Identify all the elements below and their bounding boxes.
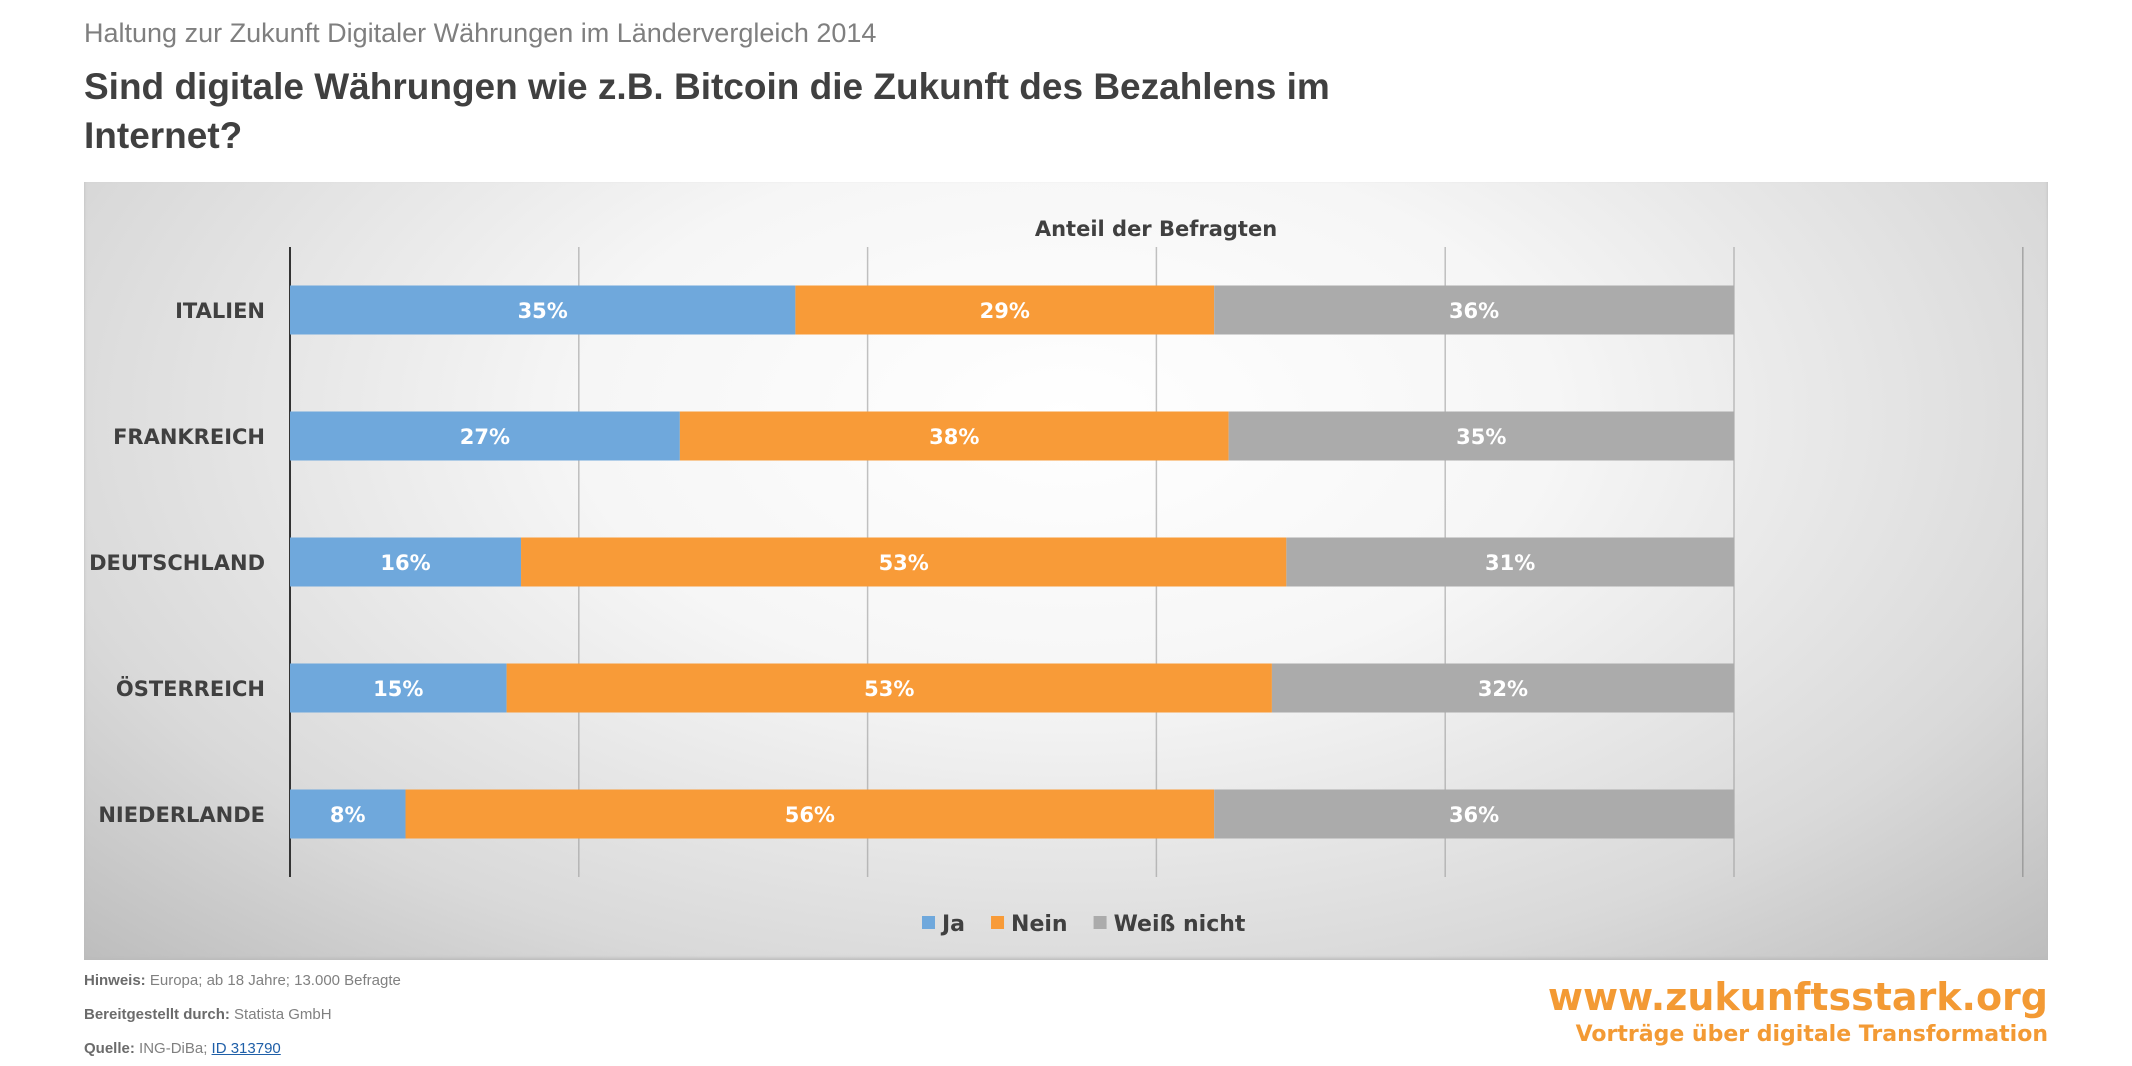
category-label: ITALIEN — [175, 299, 265, 323]
bar-segment — [290, 537, 522, 587]
logo-tagline: Vorträge über digitale Transformation — [1575, 1022, 2048, 1047]
data-label: 16% — [380, 551, 430, 575]
source-text: ING-DiBa; — [139, 1040, 208, 1057]
bar-segment — [1214, 789, 1734, 839]
data-label: 36% — [1449, 299, 1499, 323]
data-label: 53% — [879, 551, 929, 575]
legend-item: Nein — [1011, 912, 1068, 937]
source-line: Quelle: ING-DiBa; ID 313790 — [84, 1040, 281, 1057]
bar-segment — [795, 285, 1215, 335]
legend-item: Weiß nicht — [1114, 912, 1246, 937]
category-label: NIEDERLANDE — [98, 803, 265, 827]
category-label: DEUTSCHLAND — [89, 551, 265, 575]
legend-swatch — [922, 916, 935, 929]
bar-segment — [290, 663, 507, 713]
bar-segment — [405, 789, 1215, 839]
provided-line: Bereitgestellt durch: Statista GmbH — [84, 1006, 332, 1023]
bar-segment — [506, 663, 1272, 713]
data-label: 31% — [1485, 551, 1535, 575]
data-label: 56% — [785, 803, 835, 827]
page-title: Sind digitale Währungen wie z.B. Bitcoin… — [84, 66, 1330, 156]
bar-segment — [521, 537, 1287, 587]
provided-text: Statista GmbH — [234, 1006, 332, 1023]
data-label: 32% — [1478, 677, 1528, 701]
data-label: 27% — [460, 425, 510, 449]
chart-title: Anteil der Befragten — [1035, 217, 1277, 241]
data-label: 15% — [373, 677, 423, 701]
logo-url[interactable]: www.zukunftsstark.org — [1547, 975, 2048, 1019]
data-label: 29% — [980, 299, 1030, 323]
data-label: 35% — [1456, 425, 1506, 449]
data-label: 38% — [929, 425, 979, 449]
bar-segment — [1271, 663, 1734, 713]
data-label: 35% — [518, 299, 568, 323]
note-text: Europa; ab 18 Jahre; 13.000 Befragte — [149, 972, 401, 989]
bar-segment — [679, 411, 1229, 461]
chart-subtitle: Haltung zur Zukunft Digitaler Währungen … — [84, 18, 877, 48]
bar-segment — [1228, 411, 1734, 461]
category-label: ÖSTERREICH — [116, 676, 265, 701]
data-label: 8% — [330, 803, 366, 827]
category-label: FRANKREICH — [113, 425, 265, 449]
bar-segment — [290, 789, 406, 839]
bar-segment — [290, 411, 680, 461]
bar-segment — [290, 285, 796, 335]
legend-swatch — [991, 916, 1005, 929]
note-label: Hinweis: — [84, 972, 146, 989]
note-line: Hinweis: Europa; ab 18 Jahre; 13.000 Bef… — [84, 972, 401, 989]
logo: www.zukunftsstark.org Vorträge über digi… — [1548, 975, 2048, 1051]
bar-segment — [1286, 537, 1734, 587]
data-label: 53% — [864, 677, 914, 701]
provided-label: Bereitgestellt durch: — [84, 1006, 230, 1023]
legend-item: Ja — [940, 912, 965, 937]
source-link[interactable]: ID 313790 — [211, 1040, 281, 1057]
bar-segment — [1214, 285, 1734, 335]
data-label: 36% — [1449, 803, 1499, 827]
source-label: Quelle: — [84, 1040, 135, 1057]
legend-swatch — [1093, 916, 1107, 929]
